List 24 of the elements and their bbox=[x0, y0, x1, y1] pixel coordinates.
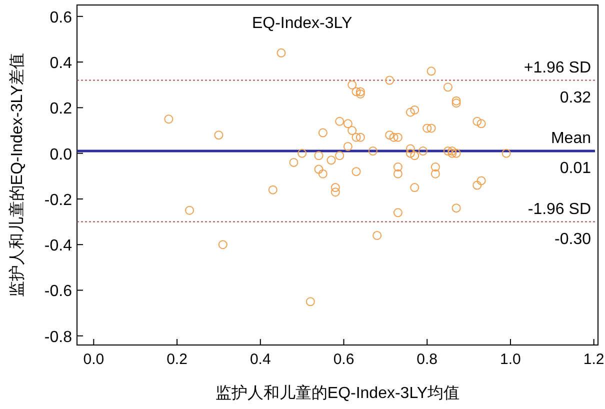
x-axis-title: 监护人和儿童的EQ-Index-3LY均值 bbox=[215, 384, 460, 402]
y-tick-label: 0.0 bbox=[50, 146, 72, 164]
y-tick-label: -0.8 bbox=[44, 328, 72, 346]
y-tick-label: -0.6 bbox=[44, 283, 72, 300]
x-tick-label: 1.0 bbox=[500, 351, 521, 368]
ref-line-label: +1.96 SD bbox=[524, 59, 591, 76]
ref-line-label: -1.96 SD bbox=[528, 200, 591, 218]
text: EQ-Index-3LY bbox=[252, 15, 352, 32]
x-tick-label: 1.2 bbox=[583, 351, 604, 368]
annotation: 0.01 bbox=[560, 160, 592, 178]
annotation: -0.30 bbox=[554, 230, 592, 248]
y-tick-label: 0.4 bbox=[50, 55, 72, 72]
y-tick-label: 0.2 bbox=[50, 100, 72, 118]
ref-line-label: Mean bbox=[550, 130, 591, 148]
annotation: 0.32 bbox=[560, 89, 592, 106]
x-tick-label: 0.6 bbox=[333, 351, 354, 368]
x-tick-label: 0.8 bbox=[416, 351, 438, 368]
y-tick-label: -0.2 bbox=[44, 192, 72, 209]
x-tick-label: 0.0 bbox=[83, 351, 104, 368]
y-tick-label: 0.6 bbox=[50, 9, 72, 26]
x-tick-label: 0.4 bbox=[250, 351, 271, 368]
y-axis-title: 监护人和儿童的EQ-Index-3LY差值 bbox=[8, 52, 26, 298]
x-tick-label: 0.2 bbox=[166, 351, 188, 368]
y-tick-label: -0.4 bbox=[44, 238, 72, 255]
